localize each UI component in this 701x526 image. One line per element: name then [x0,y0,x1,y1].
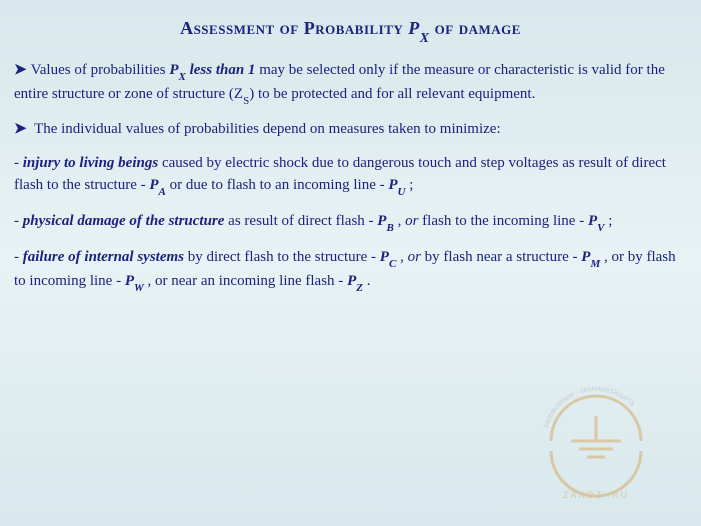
p1-b2: less than 1 [186,62,256,78]
p3-pu-sub: U [398,186,406,198]
p4-t3: flash to the incoming line - [418,213,588,229]
p3-pa: P [149,177,158,193]
watermark-logo: заземление · молниезащита ZANDZ .RU [531,386,661,506]
p3-pu: P [388,177,397,193]
bullet-arrow-icon: ➤ [14,62,27,78]
paragraph-5: - failure of internal systems by direct … [14,247,687,295]
p4-t4: ; [604,213,612,229]
p5-t1: by direct flash to the structure - [184,249,380,265]
p1-px-sub: X [178,71,185,83]
title-post: of damage [430,18,521,38]
paragraph-1: ➤Values of probabilities PX less than 1 … [14,60,687,108]
paragraph-3: - injury to living beings caused by elec… [14,153,687,199]
p4-dash: - [14,213,23,229]
p5-pc-sub: C [389,258,396,270]
p1-t3: ) to be protected and for all relevant e… [249,86,535,102]
p4-b1: physical damage of the structure [23,213,225,229]
p2-t1: The individual values of probabilities d… [34,121,501,137]
p5-pw: P [125,273,134,289]
p4-or: or [405,213,418,229]
title-sym: P [408,18,420,38]
p4-pb-sub: B [386,222,393,234]
p5-or: or [408,249,421,265]
p4-pv-sub: V [597,222,604,234]
p3-t3: ; [405,177,413,193]
p5-pz-sub: Z [356,282,363,294]
p1-zs-sub: S [243,95,249,107]
p5-b1: failure of internal systems [23,249,184,265]
p5-pm-sub: M [590,258,600,270]
p4-pv: P [588,213,597,229]
p3-pa-sub: A [159,186,166,198]
p3-b1: injury to living beings [23,155,158,171]
p5-t3: by flash near a structure - [421,249,581,265]
bullet-arrow-icon: ➤ [14,121,27,137]
p5-pw-sub: W [134,282,144,294]
ground-icon: заземление · молниезащита ZANDZ .RU [531,386,661,506]
p5-pc: P [380,249,389,265]
p5-pz: P [347,273,356,289]
p5-t2: , [396,249,407,265]
p5-dash: - [14,249,23,265]
p3-t2: or due to flash to an incoming line - [166,177,388,193]
p3-dash: - [14,155,23,171]
p4-t2: , [394,213,405,229]
title-sub: X [420,31,430,46]
slide-title: Assessment of Probability PX of damage [14,18,687,44]
paragraph-2: ➤ The individual values of probabilities… [14,119,687,141]
p1-t1: Values of probabilities [31,62,170,78]
p4-t1: as result of direct flash - [224,213,377,229]
watermark-brand: ZANDZ .RU [563,490,629,500]
paragraph-4: - physical damage of the structure as re… [14,211,687,235]
p5-t6: . [363,273,371,289]
p5-t5: , or near an incoming line flash - [144,273,347,289]
title-pre: Assessment of Probability [180,18,408,38]
